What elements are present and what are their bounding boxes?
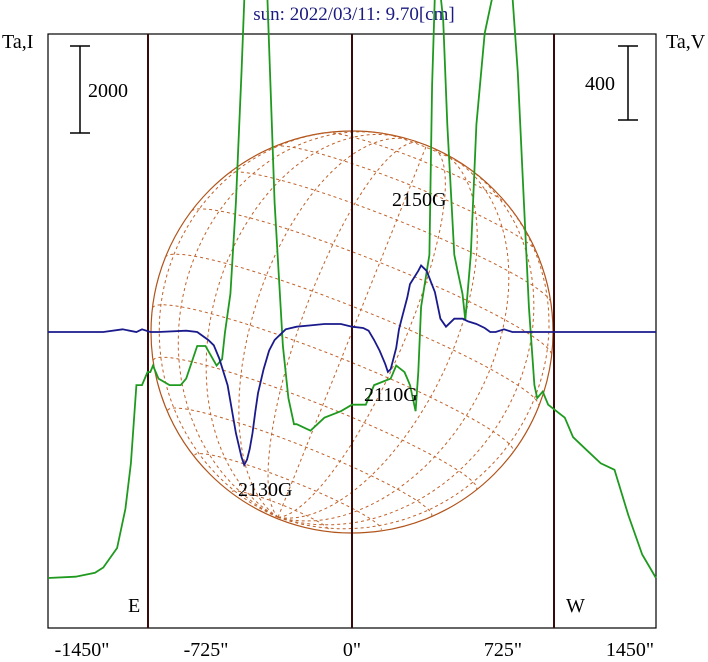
meridian-line <box>277 148 446 518</box>
series-intensity-line <box>47 0 657 579</box>
parallel-line <box>194 453 382 530</box>
scale-bar-right: 400 <box>585 45 638 121</box>
scale-bar-left: 2000 <box>70 45 128 134</box>
x-tick-label-m1450: -1450" <box>55 639 110 661</box>
west-label: W <box>566 595 585 617</box>
x-tick-label-m725: -725" <box>184 639 229 661</box>
heliographic-grid-lines <box>152 131 553 531</box>
parallel-line <box>191 208 553 355</box>
meridian-line <box>277 166 535 526</box>
meridian-line <box>277 196 550 530</box>
annotation-2110g: 2110G <box>364 384 418 406</box>
east-label: E <box>128 595 140 617</box>
parallel-line <box>231 490 330 531</box>
meridian-line <box>177 131 383 518</box>
x-tick-label-725: 725" <box>484 639 522 661</box>
parallel-line <box>152 356 478 490</box>
meridian-line <box>277 145 427 518</box>
meridian-line <box>267 141 419 518</box>
meridian-line <box>277 151 478 519</box>
y-left-label: Ta,I <box>2 31 33 53</box>
meridian-line <box>238 137 412 518</box>
parallel-line <box>274 145 537 251</box>
parallel-line <box>327 132 508 205</box>
scale-bar-right-label: 400 <box>585 73 615 95</box>
solar-disk-grid <box>150 130 554 534</box>
y-right-label: Ta,V <box>666 31 706 53</box>
chart-title: sun: 2022/03/11: 9.70[cm] <box>253 4 454 25</box>
annotation-2130g: 2130G <box>238 479 292 501</box>
parallel-line <box>164 253 540 407</box>
parallel-line <box>152 304 514 453</box>
parallel-line <box>167 407 433 516</box>
meridian-line <box>205 133 399 518</box>
annotation-2150g: 2150G <box>392 189 446 211</box>
x-tick-label-1450: 1450" <box>606 639 654 661</box>
meridian-line <box>158 131 338 518</box>
series-polarization-line <box>48 264 656 468</box>
scale-bar-left-label: 2000 <box>88 80 128 102</box>
x-tick-label-0: 0" <box>343 639 361 661</box>
